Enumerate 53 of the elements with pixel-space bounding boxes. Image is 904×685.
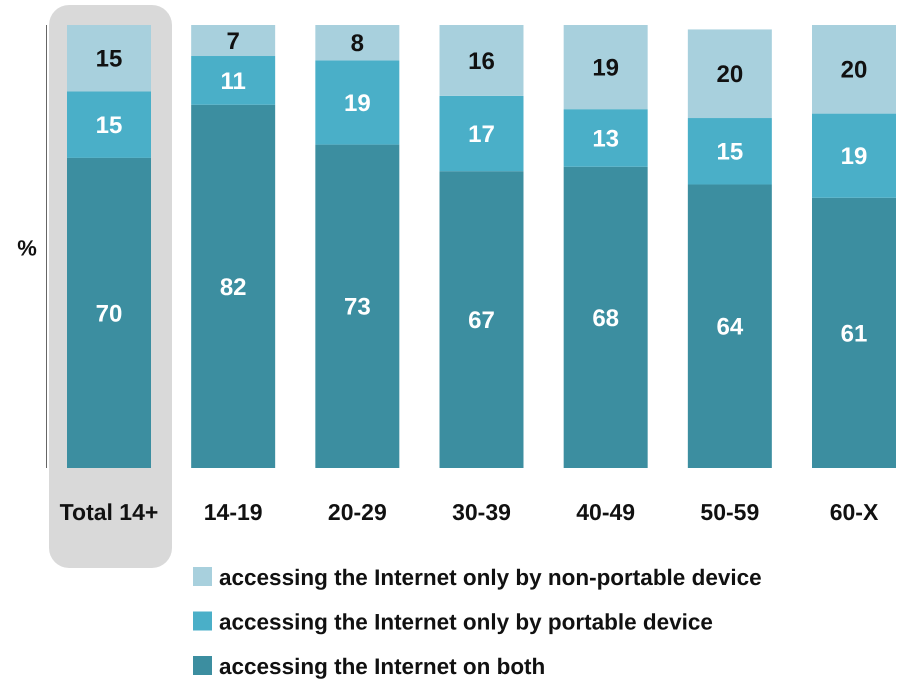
data-label: 16 — [468, 48, 495, 75]
x-tick-label: 60-X — [830, 499, 879, 526]
x-tick-label: 40-49 — [576, 499, 636, 526]
bar — [812, 25, 896, 114]
x-tick-label: Total 14+ — [60, 499, 158, 526]
bar — [812, 198, 896, 468]
bar — [564, 109, 648, 167]
data-label: 11 — [220, 68, 246, 95]
data-label: 19 — [840, 143, 868, 170]
data-label: 61 — [840, 320, 868, 348]
bar — [315, 144, 400, 468]
bar — [564, 166, 648, 468]
data-label: 67 — [468, 306, 495, 334]
data-label: 13 — [592, 125, 620, 152]
bar — [191, 56, 276, 105]
bar — [440, 171, 524, 468]
data-label: 8 — [350, 30, 364, 58]
legend-label: accessing the Internet on both — [219, 654, 546, 679]
data-label: 20 — [716, 61, 744, 88]
bar — [67, 158, 151, 468]
data-label: 68 — [592, 304, 620, 332]
data-label: 19 — [344, 90, 371, 117]
x-tick-label: 20-29 — [328, 499, 387, 526]
data-label: 73 — [344, 294, 371, 321]
bar — [315, 60, 400, 145]
legend-label: accessing the Internet only by portable device — [219, 609, 713, 634]
data-label: 17 — [468, 120, 495, 148]
bar — [191, 104, 276, 468]
data-label: 19 — [592, 54, 620, 82]
bar — [440, 96, 524, 172]
data-label: 82 — [220, 274, 247, 301]
data-label: 15 — [96, 112, 122, 140]
x-tick-label: 30-39 — [452, 499, 511, 526]
bar — [812, 114, 896, 198]
x-tick-label: 50-59 — [700, 499, 760, 526]
data-label: 15 — [96, 46, 122, 73]
bar — [67, 25, 151, 92]
data-label: 64 — [716, 314, 744, 341]
data-label: 70 — [96, 300, 122, 328]
data-label: 7 — [226, 28, 240, 55]
data-label: 20 — [840, 56, 868, 84]
data-label: 15 — [716, 138, 744, 166]
bar — [688, 118, 772, 184]
x-tick-label: 14-19 — [204, 499, 263, 526]
bar — [315, 25, 400, 60]
bar — [688, 29, 772, 118]
legend-label: accessing the Internet only by non-portable device — [219, 564, 762, 590]
bar — [67, 91, 151, 158]
y-axis-title: % — [17, 236, 37, 261]
bar — [191, 25, 276, 56]
bar — [440, 25, 524, 96]
bar — [688, 184, 772, 468]
bar — [564, 25, 648, 110]
